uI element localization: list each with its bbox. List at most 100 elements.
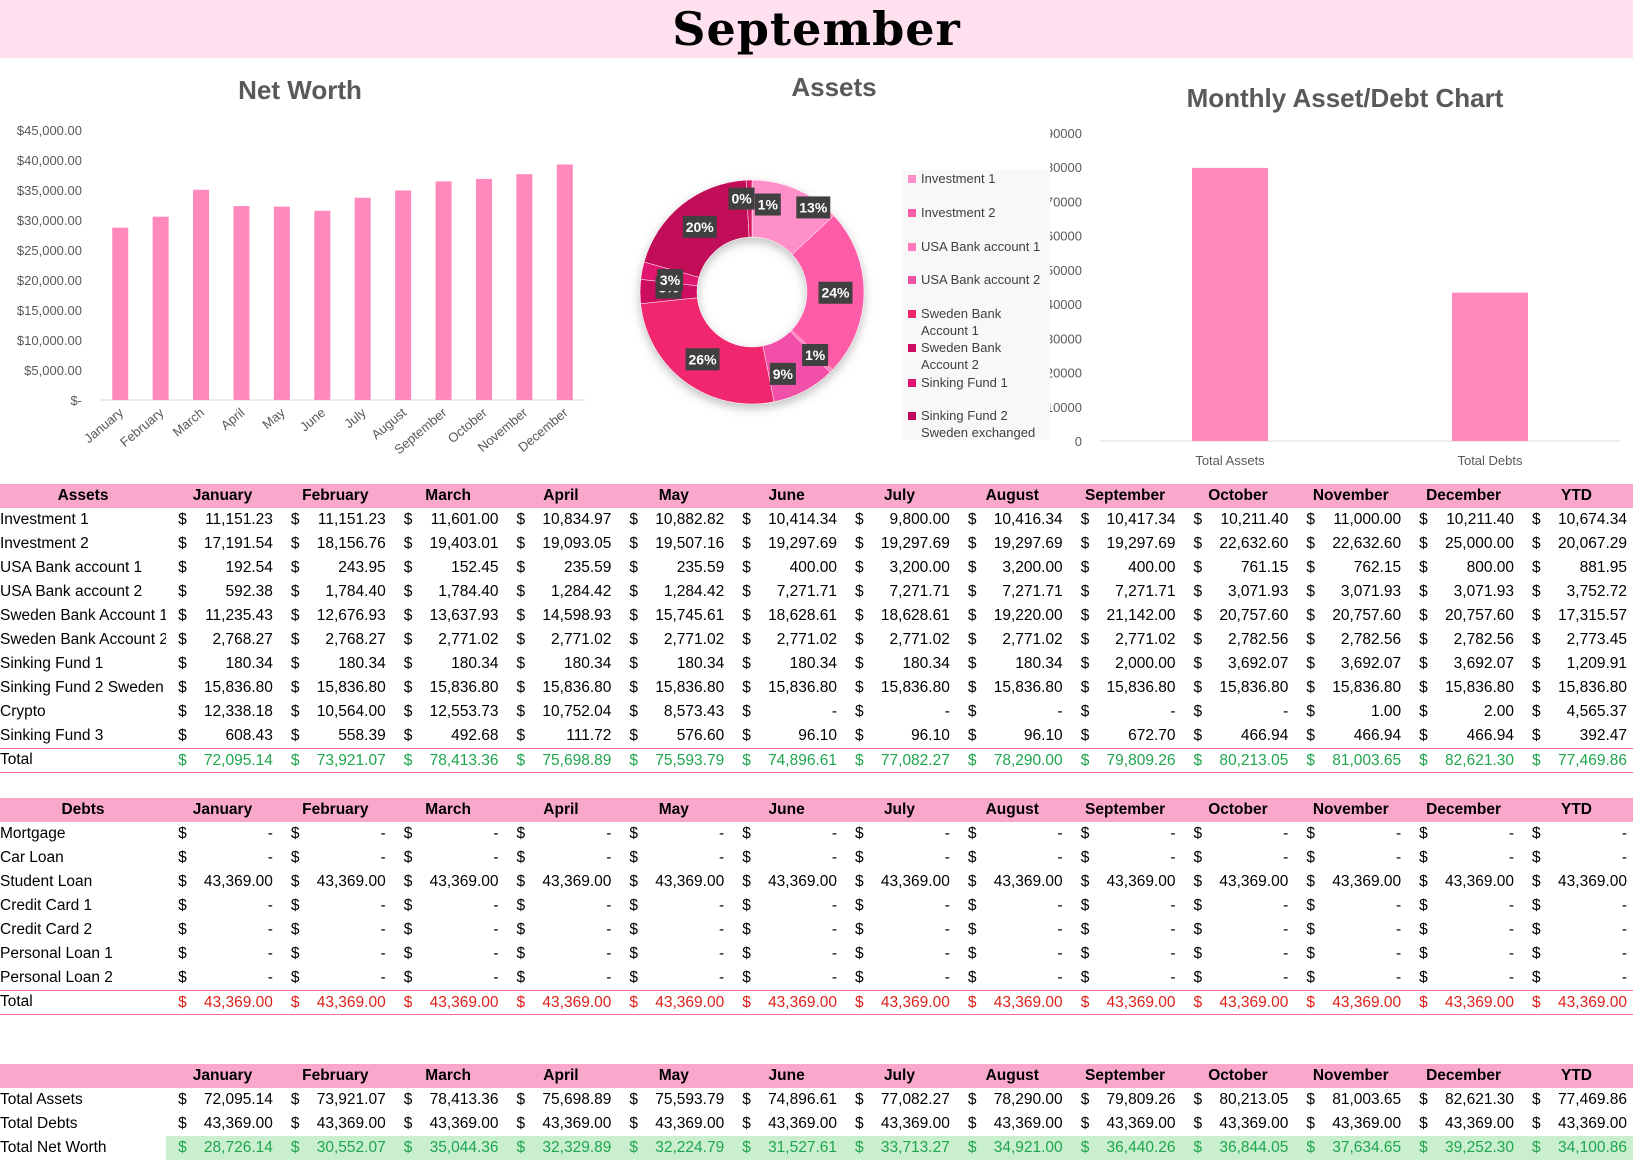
net-worth-bar (516, 174, 533, 400)
table-cell: $ - (1419, 921, 1514, 938)
table-cell: $492.68 (403, 727, 499, 744)
x-tick-label: July (341, 404, 369, 431)
table-cell: $15,836.80 (290, 679, 386, 696)
table-row: Personal Loan 2 $ - $ - $ - $ - $ - $ - $ - $ - $ - $ - $ - $ - $… (0, 966, 1633, 990)
column-header: September (1068, 798, 1182, 822)
column-header: March (391, 1064, 505, 1088)
table-cell: $72,095.14 (166, 747, 279, 773)
net-worth-bar (435, 181, 452, 400)
row-label: Sinking Fund 2 Sweden (0, 679, 164, 696)
row-label: Sinking Fund 3 (0, 726, 104, 744)
table-cell: $ - (1419, 945, 1514, 962)
table-cell: $15,836.80 (855, 679, 950, 696)
table-cell: $235.59 (629, 559, 725, 576)
table-cell: $35,044.36 (391, 1136, 505, 1160)
table-cell: $43,369.00 (1419, 873, 1514, 890)
table-cell: $15,836.80 (516, 679, 612, 696)
y-tick-label: $40,000.00 (17, 153, 82, 168)
table-cell: $ - (178, 969, 273, 986)
table-cell: $80,213.05 (1193, 1091, 1289, 1108)
table-cell: $96.10 (967, 727, 1063, 744)
table-cell: $78,413.36 (403, 1091, 499, 1108)
table-cell: $43,369.00 (629, 1115, 725, 1132)
row-label: Car Loan (0, 849, 64, 866)
legend-item: USA Bank account 2 (908, 271, 1050, 288)
assets-table: Assets January February March April May June Ju… (0, 484, 1633, 773)
table-cell: $3,071.93 (1193, 583, 1289, 600)
y-tick-label: 40000 (1050, 297, 1082, 312)
slice-percent-label: 24% (821, 285, 850, 301)
table-cell: $32,329.89 (504, 1136, 618, 1160)
legend-swatch (908, 175, 916, 183)
table-cell: $3,071.93 (1419, 583, 1514, 600)
column-header: February (278, 484, 392, 508)
table-cell: $ - (1532, 969, 1627, 986)
assets-chart-legend: Investment 1 Investment 2 USA Bank account… (902, 170, 1050, 440)
table-cell: $ - (178, 945, 273, 962)
table-cell: $12,553.73 (403, 703, 499, 720)
table-cell: $2,768.27 (290, 631, 386, 648)
debts-table: Debts January February March April May June Jul… (0, 798, 1633, 1015)
table-cell: $ - (855, 945, 950, 962)
table-cell: $73,921.07 (290, 1091, 386, 1108)
table-row: Sinking Fund 2 Sweden $15,836.80 $15,836.8… (0, 676, 1633, 700)
table-cell: $2,771.02 (1080, 631, 1176, 648)
slice-label-box (796, 196, 831, 219)
table-cell: $2,773.45 (1532, 631, 1627, 648)
table-cell: $180.34 (178, 655, 273, 672)
table-cell: $ - (516, 825, 612, 842)
row-label: Total Net Worth (0, 1136, 167, 1160)
table-row: USA Bank account 2 $592.38 $1,784.40 $1,784… (0, 580, 1633, 604)
column-header: October (1181, 798, 1295, 822)
row-label: Personal Loan 2 (0, 968, 113, 986)
table-cell: $ - (629, 945, 725, 962)
table-cell: $ - (855, 921, 950, 938)
table-cell: $15,836.80 (1306, 679, 1402, 696)
table-cell: $ - (742, 969, 838, 986)
slice-percent-label: 3% (660, 272, 681, 288)
table-cell: $19,403.01 (403, 535, 499, 552)
row-label: Total Debts (0, 1115, 78, 1132)
net-worth-bar (395, 190, 412, 400)
table-cell: $3,071.93 (1306, 583, 1402, 600)
table-cell: $36,440.26 (1068, 1136, 1182, 1160)
table-cell: $15,836.80 (967, 679, 1063, 696)
table-cell: $ - (1306, 969, 1402, 986)
column-header: November (1294, 798, 1408, 822)
legend-label: USA Bank account 2 (921, 272, 1041, 287)
table-cell: $576.60 (629, 727, 725, 744)
table-cell: $ - (403, 849, 499, 866)
table-cell: $10,211.40 (1419, 511, 1514, 528)
column-header: April (504, 484, 618, 508)
table-cell: $32,224.79 (617, 1136, 731, 1160)
row-label: USA Bank account 2 (0, 583, 143, 600)
table-cell: $20,757.60 (1306, 607, 1402, 624)
table-cell: $19,507.16 (629, 535, 725, 552)
column-header: July (843, 484, 956, 508)
table-cell: $ - (290, 921, 386, 938)
table-cell: $28,726.14 (166, 1136, 279, 1160)
table-cell: $881.95 (1532, 559, 1627, 576)
column-header: August (955, 1064, 1069, 1088)
assets-donut-chart: 13%24%1%9%26%3%3%20%0%1% (639, 179, 865, 405)
table-cell: $77,469.86 (1532, 1091, 1627, 1108)
y-tick-label: 10000 (1050, 400, 1082, 415)
row-label: Total (0, 747, 167, 773)
table-cell: $ - (1193, 921, 1289, 938)
y-tick-label: $20,000.00 (17, 273, 82, 288)
table-cell: $ - (290, 849, 386, 866)
net-worth-bar (233, 206, 250, 400)
y-tick-label: $10,000.00 (17, 333, 82, 348)
table-cell: $43,369.00 (855, 873, 950, 890)
table-cell: $ - (629, 849, 725, 866)
table-cell: $15,836.80 (1080, 679, 1176, 696)
table-cell: $180.34 (516, 655, 612, 672)
table-cell: $79,809.26 (1080, 1091, 1176, 1108)
table-cell: $43,369.00 (629, 873, 725, 890)
table-cell: $ - (1193, 969, 1289, 986)
table-cell: $ - (1306, 849, 1402, 866)
table-cell: $ - (967, 703, 1063, 720)
table-cell: $2,771.02 (967, 631, 1063, 648)
table-cell: $ - (403, 897, 499, 914)
table-cell: $10,211.40 (1193, 511, 1289, 528)
